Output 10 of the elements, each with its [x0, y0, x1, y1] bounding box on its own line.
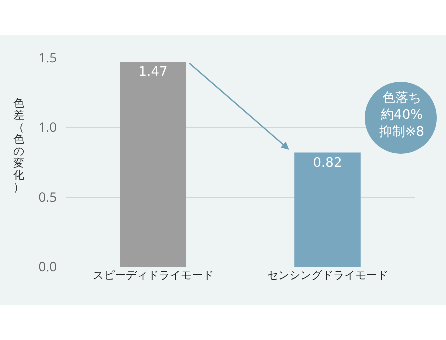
data-label: 1.47	[138, 65, 168, 80]
data-label: 0.82	[313, 156, 342, 171]
x-tick-label: スピーディドライモード	[92, 268, 214, 283]
x-tick-label: センシングドライモード	[267, 268, 388, 283]
y-axis-title: 色差（色の変化）	[12, 97, 26, 194]
y-tick-label: 1.5	[38, 48, 57, 67]
annotation: 色落ち約40%抑制※8	[378, 90, 426, 141]
y-tick-label: 1.0	[38, 118, 57, 136]
y-tick-label: 0.5	[38, 188, 57, 206]
y-tick-label: 0.0	[38, 258, 57, 276]
